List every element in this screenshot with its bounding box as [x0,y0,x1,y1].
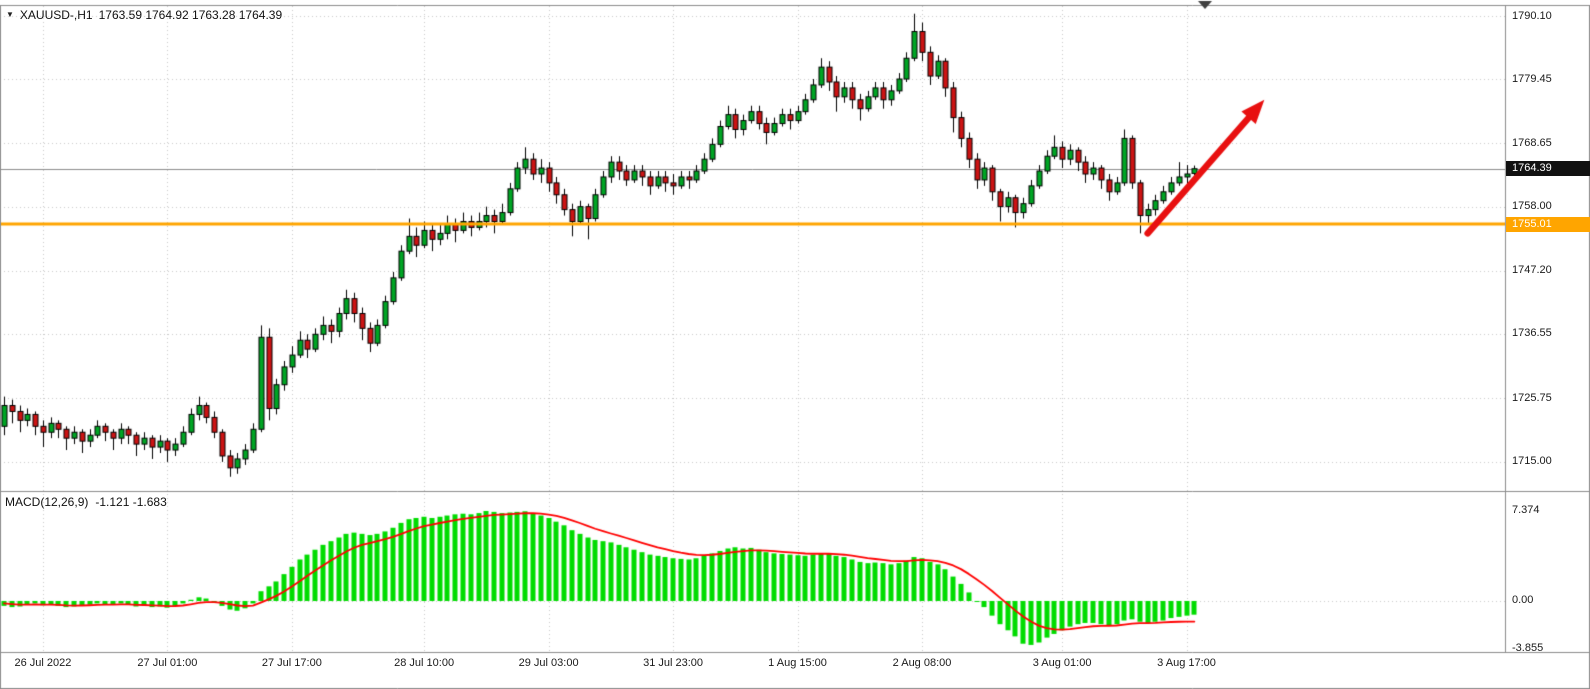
price-axis-label: 1725.75 [1512,391,1552,404]
current-price-badge: 1764.39 [1506,161,1590,177]
chart-header: ▼ XAUUSD-,H1 1763.59 1764.92 1763.28 176… [6,8,282,22]
macd-values: -1.121 -1.683 [95,495,167,509]
time-axis-label: 3 Aug 01:00 [1032,657,1092,669]
time-axis-label: 27 Jul 01:00 [137,657,198,669]
time-axis-label: 1 Aug 15:00 [768,657,827,669]
price-axis-label: 1758.00 [1512,200,1552,213]
price-axis-label: 1779.45 [1512,72,1552,85]
time-axis-label: 2 Aug 08:00 [892,657,952,669]
time-axis-label: 27 Jul 17:00 [261,657,322,669]
time-axis-label: 31 Jul 23:00 [643,657,704,669]
time-axis-label: 28 Jul 10:00 [394,657,455,669]
price-axis-label: 1715.00 [1512,455,1552,468]
support-level-badge: 1755.01 [1506,216,1590,232]
price-axis-label: 1747.20 [1512,264,1552,277]
macd-axis-label: 7.374 [1512,504,1540,517]
symbol-title: XAUUSD-,H1 [19,8,93,22]
time-axis-label: 3 Aug 17:00 [1157,657,1216,669]
macd-label: MACD(12,26,9) [5,495,89,509]
macd-axis-label: -3.855 [1512,641,1544,654]
ohlc-readout: 1763.59 1764.92 1763.28 1764.39 [98,8,283,22]
macd-indicator-label: MACD(12,26,9) -1.121 -1.683 [5,495,167,509]
price-axis-label: 1736.55 [1512,327,1552,340]
time-axis-label: 26 Jul 2022 [14,657,72,669]
price-axis-label: 1768.65 [1512,136,1552,149]
price-axis-label: 1790.10 [1512,9,1552,22]
time-axis-label: 29 Jul 03:00 [518,657,579,669]
macd-axis-label: 0.00 [1512,594,1534,607]
symbol-dropdown-icon[interactable]: ▼ [6,10,14,19]
